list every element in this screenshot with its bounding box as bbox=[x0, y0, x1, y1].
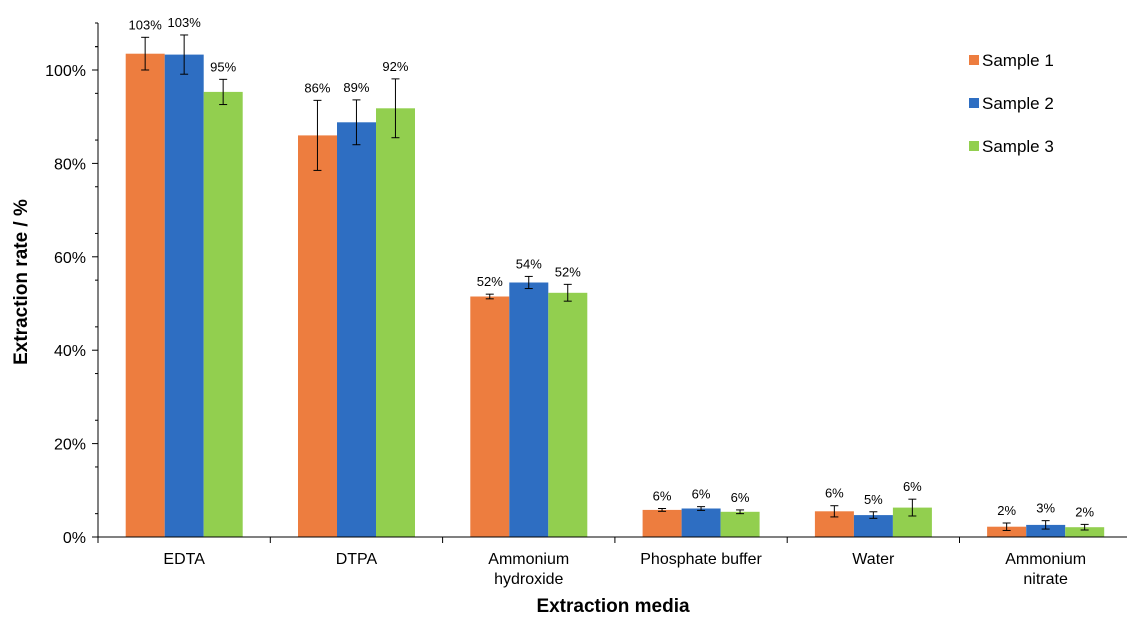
error-bar-2-5 bbox=[869, 511, 878, 519]
y-tick-label-100: 100% bbox=[45, 63, 86, 80]
x-tick-label-line: hydroxide bbox=[494, 571, 563, 588]
y-tick-label-0: 0% bbox=[63, 530, 86, 547]
x-tick-label-1: EDTA bbox=[163, 551, 205, 568]
error-bar-3-4 bbox=[736, 509, 745, 515]
data-labels-layer: 103% 103% 95% 86% 89% 92% 52% 54% 52% 6% 6% 6% 6% 5% 6… bbox=[129, 15, 1095, 519]
data-label-2-1: 103% bbox=[168, 15, 202, 30]
error-bar-2-3 bbox=[524, 275, 533, 290]
bars-layer bbox=[125, 53, 1105, 538]
error-bars-layer bbox=[141, 34, 1089, 531]
y-tick-label-60: 60% bbox=[54, 250, 86, 267]
legend-swatch-1 bbox=[969, 55, 979, 65]
error-bar-1-2 bbox=[313, 99, 322, 171]
legend-item-1: Sample 1 bbox=[969, 51, 1054, 70]
error-bar-1-4 bbox=[658, 508, 667, 512]
legend-label-3: Sample 3 bbox=[982, 137, 1054, 156]
error-bar-2-2 bbox=[352, 99, 361, 146]
error-bar-3-6 bbox=[1080, 523, 1089, 531]
x-tick-label-5: Water bbox=[852, 551, 895, 568]
data-label-2-5: 5% bbox=[864, 492, 883, 507]
error-bar-3-5 bbox=[908, 498, 917, 517]
legend-label-2: Sample 2 bbox=[982, 94, 1054, 113]
data-label-2-6: 3% bbox=[1036, 501, 1055, 516]
bar-2-3 bbox=[509, 282, 549, 537]
bar-3-1 bbox=[203, 91, 243, 538]
x-tick-label-line: Ammonium bbox=[1005, 551, 1086, 568]
bar-1-2 bbox=[298, 135, 337, 537]
error-bar-1-1 bbox=[141, 36, 150, 71]
bar-2-6 bbox=[1026, 524, 1066, 537]
x-tick-label-line: Water bbox=[852, 551, 895, 568]
data-label-3-3: 52% bbox=[555, 264, 581, 279]
legend-swatch-3 bbox=[969, 141, 979, 151]
x-tick-label-line: DTPA bbox=[336, 551, 378, 568]
error-bar-3-2 bbox=[391, 78, 400, 139]
error-bar-2-6 bbox=[1041, 520, 1050, 530]
y-axis-title: Extraction rate / % bbox=[11, 199, 32, 365]
x-axis-title: Extraction media bbox=[536, 596, 690, 617]
error-bar-3-1 bbox=[219, 78, 228, 106]
error-bar-1-6 bbox=[1002, 522, 1011, 531]
error-bar-2-1 bbox=[180, 34, 189, 75]
bar-2-4 bbox=[681, 508, 721, 537]
bar-3-2 bbox=[376, 108, 415, 538]
data-label-1-1: 103% bbox=[129, 17, 163, 32]
bar-2-5 bbox=[853, 515, 893, 537]
legend-label-1: Sample 1 bbox=[982, 51, 1054, 70]
data-label-1-2: 86% bbox=[304, 80, 330, 95]
legend-item-3: Sample 3 bbox=[969, 137, 1054, 156]
data-label-1-5: 6% bbox=[825, 486, 844, 501]
bar-2-1 bbox=[164, 54, 204, 537]
bar-2-2 bbox=[337, 122, 376, 538]
data-label-2-4: 6% bbox=[692, 487, 711, 502]
x-tick-label-line: EDTA bbox=[163, 551, 205, 568]
x-tick-label-4: Phosphate buffer bbox=[640, 551, 762, 568]
x-tick-label-line: Ammonium bbox=[488, 551, 569, 568]
x-tick-label-line: nitrate bbox=[1023, 571, 1068, 588]
error-bar-1-5 bbox=[830, 505, 839, 518]
x-tick-label-3: Ammonium hydroxide bbox=[488, 551, 569, 588]
bar-1-1 bbox=[125, 53, 165, 537]
x-tick-label-2: DTPA bbox=[336, 551, 378, 568]
data-label-2-2: 89% bbox=[343, 80, 369, 95]
bar-1-4 bbox=[642, 509, 682, 537]
y-tick-label-40: 40% bbox=[54, 343, 86, 360]
y-tick-label-80: 80% bbox=[54, 156, 86, 173]
y-tick-label-20: 20% bbox=[54, 437, 86, 454]
error-bar-3-3 bbox=[563, 283, 572, 302]
data-label-3-1: 95% bbox=[210, 59, 236, 74]
x-tick-label-line: Phosphate buffer bbox=[640, 551, 762, 568]
error-bar-2-4 bbox=[697, 506, 706, 511]
legend-swatch-2 bbox=[969, 98, 979, 108]
data-label-3-4: 6% bbox=[731, 490, 750, 505]
bar-1-6 bbox=[987, 526, 1027, 537]
bar-3-6 bbox=[1065, 527, 1105, 537]
bar-1-3 bbox=[470, 296, 510, 537]
data-label-3-5: 6% bbox=[903, 479, 922, 494]
data-label-3-2: 92% bbox=[382, 59, 408, 74]
legend-item-2: Sample 2 bbox=[969, 94, 1054, 113]
error-bar-1-3 bbox=[485, 293, 494, 300]
data-label-1-3: 52% bbox=[477, 274, 503, 289]
data-label-2-3: 54% bbox=[516, 256, 542, 271]
x-tick-label-6: Ammonium nitrate bbox=[1005, 551, 1086, 588]
legend: Sample 1 Sample 2 Sample 3 bbox=[969, 51, 1054, 156]
data-label-1-6: 2% bbox=[997, 503, 1016, 518]
data-label-3-6: 2% bbox=[1075, 504, 1094, 519]
bar-3-3 bbox=[548, 292, 588, 537]
data-label-1-4: 6% bbox=[653, 489, 672, 504]
bar-3-4 bbox=[720, 511, 760, 537]
axes-layer: 0% 20% 40% 60% 80% 100% EDTA DTPA Ammonium hydrox… bbox=[11, 22, 1127, 617]
